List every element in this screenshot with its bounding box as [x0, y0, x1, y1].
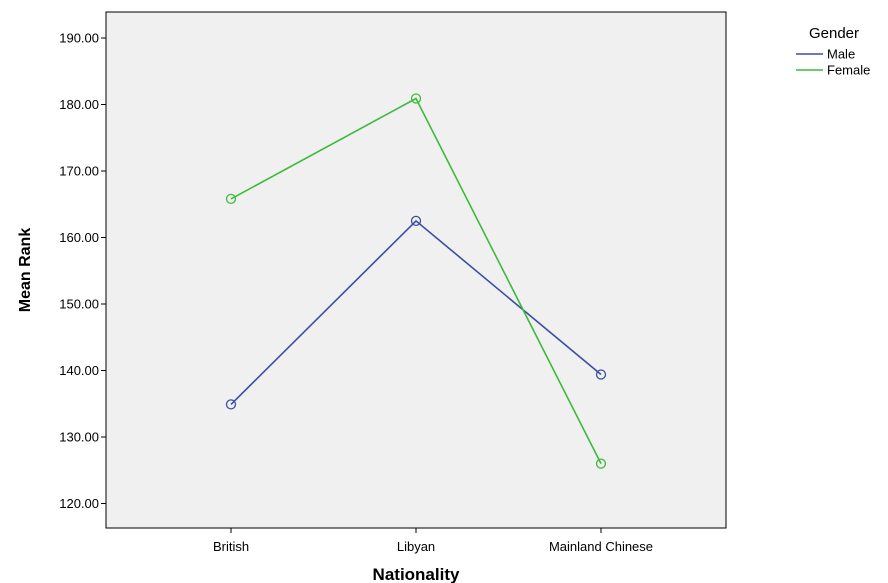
series-line-female [230, 97, 602, 464]
x-axis: British Libyan Mainland Chinese [213, 528, 653, 554]
legend-label-male: Male [827, 47, 855, 62]
y-tick-label: 180.00 [59, 97, 99, 112]
data-point-female [410, 93, 422, 104]
data-point-female [595, 458, 607, 469]
y-tick-label: 130.00 [59, 430, 99, 445]
y-tick-label: 120.00 [59, 496, 99, 511]
legend-label-female: Female [827, 63, 870, 78]
data-point-male [595, 369, 607, 380]
legend-title: Gender [809, 25, 859, 42]
y-tick-label: 140.00 [59, 363, 99, 378]
y-tick-label: 190.00 [59, 31, 99, 46]
series-line-male [230, 219, 602, 405]
y-axis: 120.00 130.00 140.00 150.00 160.00 170.00 180.… [59, 31, 106, 511]
series-layer [225, 93, 607, 469]
x-tick-label: British [213, 539, 249, 554]
plot-area [105, 11, 727, 529]
y-tick-label: 150.00 [59, 297, 99, 312]
x-tick-label: Libyan [397, 539, 435, 554]
data-point-female [225, 193, 237, 205]
data-point-male [410, 215, 422, 227]
y-tick-label: 160.00 [59, 230, 99, 245]
x-tick-label: Mainland Chinese [549, 539, 653, 554]
data-point-male [225, 399, 237, 410]
y-axis-title: Mean Rank [17, 228, 34, 313]
y-tick-label: 170.00 [59, 164, 99, 179]
x-axis-title: Nationality [373, 565, 460, 583]
